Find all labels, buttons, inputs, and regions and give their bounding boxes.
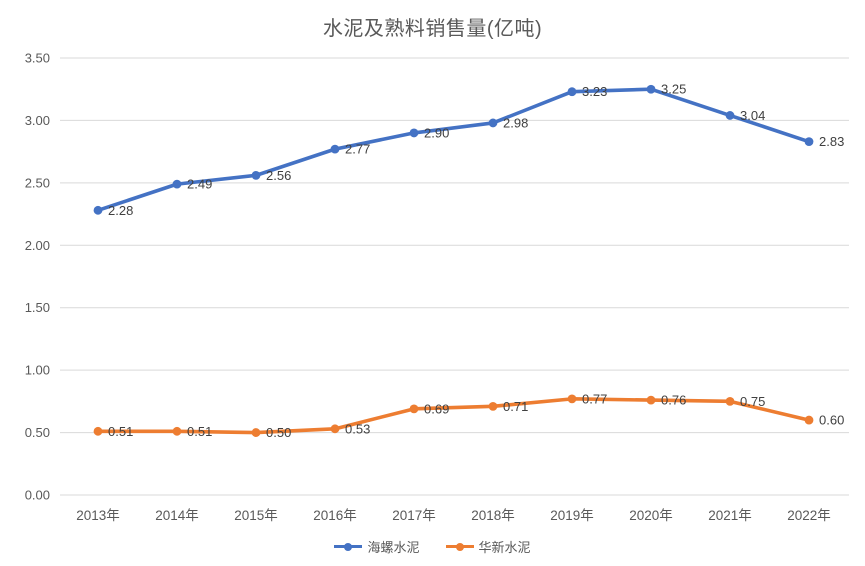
chart-legend: 海螺水泥 华新水泥 [0,537,865,556]
y-tick-label: 0.50 [25,425,50,440]
series-line-1 [96,397,811,435]
series-marker [330,424,340,434]
data-label: 2.56 [266,168,291,183]
series-marker [725,396,735,406]
series-marker [330,144,340,154]
legend-line-marker-icon [334,542,363,551]
legend-dot-icon [344,542,353,551]
data-label: 2.49 [187,177,212,192]
series-line-0 [96,87,811,213]
series-marker [804,137,814,147]
x-tick-label: 2022年 [787,508,831,523]
legend-item-huaxin-cement: 华新水泥 [445,537,531,556]
series-marker [251,170,261,180]
series-marker [172,179,182,189]
series-marker [646,84,656,94]
data-label: 3.25 [661,82,686,97]
x-tick-label: 2017年 [392,508,436,523]
legend-label: 华新水泥 [478,540,531,555]
x-tick-label: 2020年 [629,508,673,523]
y-tick-label: 1.00 [25,363,50,378]
series-marker [93,426,103,436]
data-label: 0.60 [819,413,844,428]
x-tick-label: 2021年 [708,508,752,523]
data-label: 2.98 [503,115,528,130]
y-tick-label: 2.00 [25,238,50,253]
x-tick-label: 2013年 [76,508,120,523]
data-label: 0.53 [345,421,370,436]
data-label: 2.77 [345,142,370,157]
series-marker [725,111,735,120]
data-label: 0.51 [108,424,133,439]
series-marker [172,426,182,436]
x-tick-label: 2015年 [234,508,278,523]
data-label: 2.90 [424,125,449,140]
data-label: 0.75 [740,394,765,409]
chart-title: 水泥及熟料销售量(亿吨) [322,18,543,40]
legend-label: 海螺水泥 [367,540,420,555]
y-tick-label: 1.50 [25,300,50,315]
series-marker [488,401,498,411]
data-label: 0.50 [266,425,291,440]
series-marker [646,395,656,405]
data-label: 3.23 [582,84,607,99]
series-marker [93,205,103,215]
series-marker [804,415,814,425]
data-label: 2.28 [108,203,133,218]
series-marker [409,404,419,414]
series-marker [251,428,261,437]
x-tick-label: 2016年 [313,508,357,523]
data-label: 0.51 [187,424,212,439]
legend-dot-icon [455,542,464,551]
y-tick-label: 2.50 [25,175,50,190]
y-tick-label: 3.50 [25,51,50,66]
data-label: 2.83 [819,134,844,149]
data-label: 0.76 [661,393,686,408]
data-label: 0.77 [582,391,607,406]
data-label: 0.69 [424,401,449,416]
x-tick-label: 2014年 [155,508,199,523]
y-tick-label: 3.00 [25,113,50,128]
x-tick-label: 2019年 [550,508,594,523]
series-marker [488,118,498,128]
series-marker [567,394,577,404]
data-label: 3.04 [740,108,765,123]
data-label: 0.71 [503,399,528,414]
series-marker [567,87,577,97]
legend-line-marker-icon [445,542,474,551]
y-tick-label: 0.00 [25,488,50,503]
series-marker [409,128,419,138]
x-tick-label: 2018年 [471,508,515,523]
legend-item-conch-cement: 海螺水泥 [334,537,420,556]
